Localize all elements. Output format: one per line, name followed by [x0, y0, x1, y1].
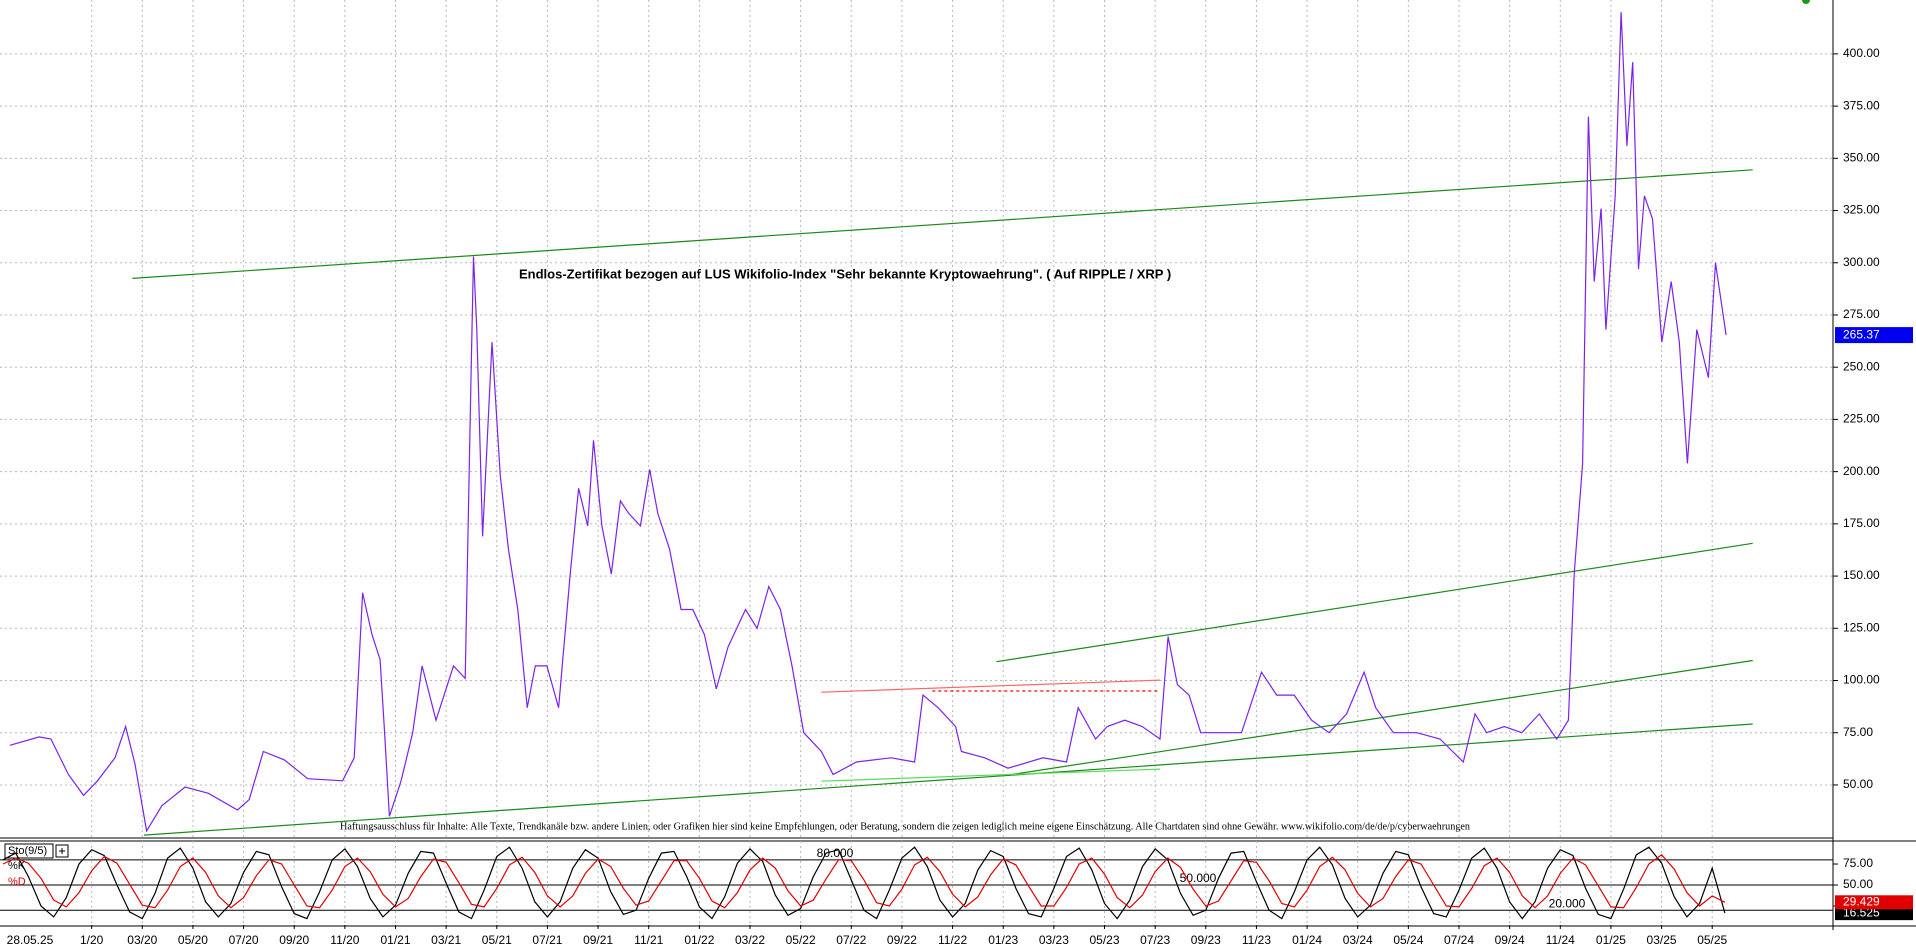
x-tick-label: 11/20 — [330, 933, 359, 947]
x-tick-label: 07/21 — [532, 933, 562, 947]
x-tick-label: 07/22 — [836, 933, 866, 947]
y-tick-label: 125.00 — [1843, 620, 1880, 634]
y-tick-label: 75.00 — [1843, 856, 1873, 870]
legend-entry: %D — [8, 876, 26, 888]
y-tick-label: 200.00 — [1843, 464, 1880, 478]
trendline — [996, 542, 1753, 663]
y-tick-label: 50.00 — [1843, 877, 1873, 891]
last-value-label: 29.429 — [1843, 894, 1880, 908]
last-value-box — [1835, 906, 1913, 921]
trendline — [132, 169, 1753, 279]
y-tick-label: 175.00 — [1843, 516, 1880, 530]
x-tick-label: 05/24 — [1393, 933, 1423, 947]
x-tick-label: 05/20 — [178, 933, 208, 947]
x-tick-label: 09/20 — [279, 933, 309, 947]
x-tick-label: 01/21 — [381, 933, 411, 947]
price-line — [2, 853, 1726, 909]
level-label: 80.000 — [817, 846, 854, 860]
y-tick-label: 150.00 — [1843, 568, 1880, 582]
x-tick-label: 11/24 — [1546, 933, 1575, 947]
y-tick-label: 50.00 — [1843, 777, 1873, 791]
x-tick-label: 07/24 — [1444, 933, 1474, 947]
last-price-label: 265.37 — [1843, 327, 1880, 341]
x-tick-label: 01/25 — [1596, 933, 1626, 947]
indicator-label: Sto(9/5) — [8, 845, 47, 857]
x-tick-label: 05/22 — [786, 933, 816, 947]
price-line — [2, 846, 1726, 920]
disclaimer: Haftungsausschluss für Inhalte: Alle Tex… — [340, 821, 1470, 832]
y-tick-label: 350.00 — [1843, 150, 1880, 164]
trendline — [821, 768, 1161, 782]
level-label: 20.000 — [1549, 896, 1586, 910]
y-tick-label: 275.00 — [1843, 307, 1880, 321]
chart-title: Endlos-Zertifikat bezogen auf LUS Wikifo… — [519, 266, 1171, 281]
last-price-box — [1835, 327, 1913, 344]
x-tick-label: 11/22 — [938, 933, 967, 947]
y-tick-label: 325.00 — [1843, 203, 1880, 217]
x-tick-label: 03/25 — [1647, 933, 1677, 947]
trendline — [144, 723, 1753, 836]
x-tick-label: 01/22 — [684, 933, 714, 947]
y-tick-label: 100.00 — [1843, 673, 1880, 687]
x-tick-label: 01/24 — [1292, 933, 1322, 947]
x-tick-label: 05/23 — [1089, 933, 1119, 947]
x-tick-label: 11/23 — [1242, 933, 1271, 947]
x-tick-label: 05/21 — [482, 933, 512, 947]
y-tick-label: 250.00 — [1843, 359, 1880, 373]
price-line — [9, 12, 1727, 833]
x-tick-label: 03/22 — [735, 933, 765, 947]
expand-icon — [59, 848, 65, 854]
x-tick-label: 01/23 — [988, 933, 1018, 947]
y-tick-label: 75.00 — [1843, 725, 1873, 739]
x-tick-label: 09/24 — [1495, 933, 1525, 947]
marker — [1802, 0, 1810, 4]
last-value-box — [1835, 895, 1913, 910]
x-tick-label: 03/23 — [1039, 933, 1069, 947]
x-tick-label: 09/22 — [887, 933, 917, 947]
x-tick-label: 09/21 — [583, 933, 613, 947]
y-tick-label: 400.00 — [1843, 46, 1880, 60]
y-tick-label: 300.00 — [1843, 255, 1880, 269]
x-tick-label: 03/24 — [1343, 933, 1373, 947]
y-tick-label: 375.00 — [1843, 98, 1880, 112]
y-tick-label: 225.00 — [1843, 412, 1880, 426]
level-label: 50.000 — [1180, 871, 1217, 885]
x-tick-label: 11/21 — [634, 933, 663, 947]
x-tick-label: 05/25 — [1697, 933, 1727, 947]
x-tick-label: 03/21 — [431, 933, 461, 947]
x-tick-label: 07/23 — [1140, 933, 1170, 947]
trendline — [821, 679, 1161, 693]
x-tick-label: 07/20 — [229, 933, 259, 947]
x-tick-label: 03/20 — [127, 933, 157, 947]
cursor-date: 28.05.25 — [7, 933, 54, 947]
x-tick-label: 09/23 — [1191, 933, 1221, 947]
legend-entry: %K — [8, 860, 26, 872]
trendline — [1007, 659, 1753, 776]
x-tick-label: 1/20 — [80, 933, 104, 947]
